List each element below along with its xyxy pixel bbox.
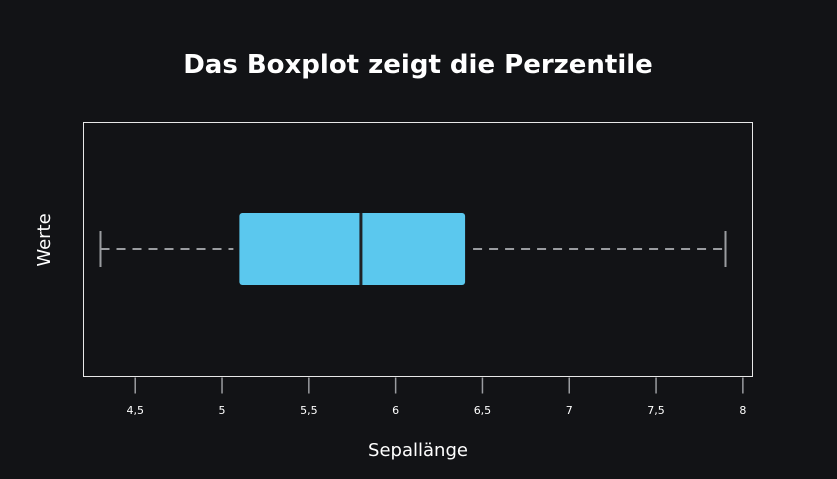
x-tick-label: 7 (566, 404, 573, 417)
x-tick-label: 5 (219, 404, 226, 417)
x-tick-label: 6 (392, 404, 399, 417)
chart-title: Das Boxplot zeigt die Perzentile (183, 50, 653, 80)
x-tick-label: 5,5 (300, 404, 318, 417)
box-marks (99, 213, 727, 285)
x-tick-label: 7,5 (647, 404, 665, 417)
plot-frame (83, 122, 753, 377)
x-tick-label: 8 (739, 404, 746, 417)
iqr-box (239, 213, 466, 285)
x-tick-label: 4,5 (126, 404, 144, 417)
y-axis-label: Werte (34, 213, 55, 266)
x-axis-ticks: 4,5 5 5,5 6 6,5 7 7,5 8 (126, 377, 746, 417)
x-axis-label: Sepallänge (368, 440, 468, 461)
x-tick-label: 6,5 (474, 404, 492, 417)
